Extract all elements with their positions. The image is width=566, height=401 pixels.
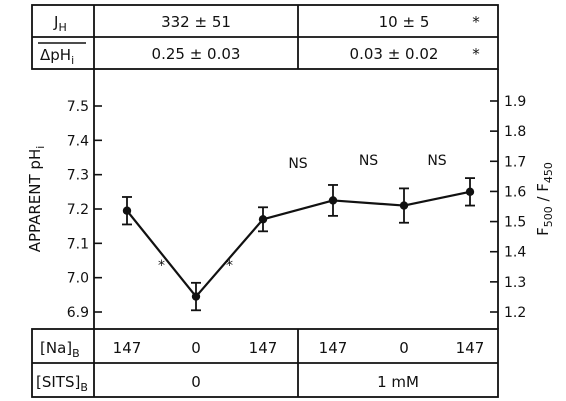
jh-sits-value: 10 ± 5 [379, 13, 430, 31]
na-value: 147 [113, 339, 142, 357]
y-tick-label: 7.0 [67, 271, 89, 287]
sits-treated-value: 1 mM [377, 373, 419, 391]
right-tick-label: 1.3 [504, 275, 526, 291]
right-axis-title: F500 / F450 [534, 162, 555, 236]
jh-control-value: 332 ± 51 [161, 13, 231, 31]
y-tick-label: 7.1 [67, 236, 89, 252]
jh-significance: * [472, 13, 480, 31]
data-point [399, 201, 409, 210]
data-point [122, 206, 132, 215]
sits-label: [SITS]B [36, 373, 88, 394]
jh-label: JH [53, 13, 67, 34]
right-tick-label: 1.9 [504, 94, 526, 110]
right-tick-label: 1.4 [504, 245, 526, 261]
right-tick-label: 1.7 [504, 154, 526, 170]
data-point [465, 187, 475, 197]
dphi-significance: * [472, 45, 480, 63]
na-value: 147 [319, 339, 348, 357]
ns-label: NS [288, 156, 307, 172]
y-tick-label: 7.5 [67, 99, 89, 115]
right-tick-label: 1.5 [504, 215, 526, 231]
na-label: [Na]B [40, 339, 80, 360]
right-tick-label: 1.2 [504, 305, 526, 321]
y-axis-title: APPARENT pHi [26, 146, 47, 253]
right-ticks: 1.2 1.3 1.4 1.5 1.6 1.7 1.8 1.9 [490, 94, 526, 321]
na-value: 0 [191, 339, 201, 357]
sits-control-value: 0 [191, 373, 201, 391]
left-ticks: 6.9 7.0 7.1 7.2 7.3 7.4 7.5 [67, 99, 102, 321]
data-point [328, 196, 338, 205]
y-tick-label: 6.9 [67, 305, 89, 321]
bottom-table [31, 328, 499, 398]
significance-star: * [158, 258, 165, 274]
ns-label: NS [427, 153, 446, 169]
dphi-label: ΔpHi [40, 46, 74, 67]
error-bars [122, 177, 475, 312]
dphi-control-value: 0.25 ± 0.03 [152, 45, 241, 63]
top-table [31, 4, 499, 70]
annotations: * * NS NS NS [158, 153, 447, 274]
na-value: 147 [456, 339, 485, 357]
dphi-sits-value: 0.03 ± 0.02 [350, 45, 439, 63]
significance-star: * [226, 258, 233, 274]
na-value: 0 [399, 339, 409, 357]
data-point [258, 215, 268, 224]
series-line [126, 190, 471, 298]
right-tick-label: 1.6 [504, 184, 526, 200]
y-tick-label: 7.2 [67, 202, 89, 218]
data-series [122, 187, 475, 301]
na-values: 147 0 147 147 0 147 [113, 339, 485, 357]
ns-label: NS [359, 153, 378, 169]
y-tick-label: 7.4 [67, 133, 89, 149]
right-tick-label: 1.8 [504, 124, 526, 140]
data-point [191, 292, 201, 301]
y-tick-label: 7.3 [67, 168, 89, 184]
na-value: 147 [249, 339, 278, 357]
